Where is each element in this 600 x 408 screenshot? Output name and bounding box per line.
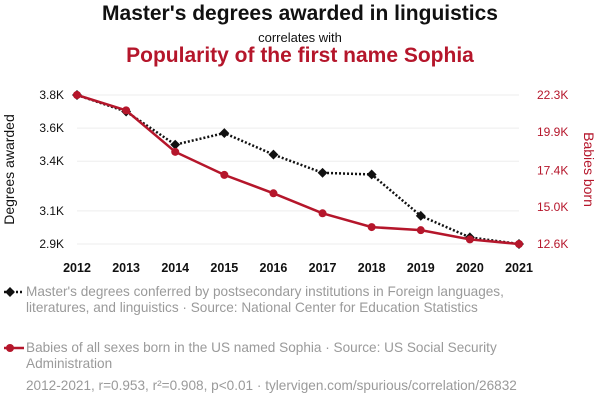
data-point-sophia — [220, 170, 229, 179]
x-tick-label: 2017 — [309, 261, 337, 275]
y-right-tick-label: 12.6K — [537, 237, 568, 251]
data-point-degrees — [268, 149, 279, 160]
x-tick-label: 2015 — [210, 261, 238, 275]
data-point-sophia — [73, 91, 81, 99]
data-point-sophia — [515, 240, 523, 248]
x-tick-label: 2014 — [161, 261, 189, 275]
legend-label-degrees: Master's degrees conferred by postsecond… — [26, 284, 504, 315]
legend-swatch-dotted-diamond — [4, 287, 24, 297]
x-tick-label: 2013 — [112, 261, 140, 275]
y-left-tick-label: 3.6K — [39, 121, 64, 135]
data-point-sophia — [171, 147, 180, 156]
x-tick-label: 2012 — [63, 261, 91, 275]
y-left-tick-label: 3.4K — [39, 154, 64, 168]
x-tick-label: 2019 — [407, 261, 435, 275]
series-line-degrees — [76, 93, 520, 246]
chart-subtitle: correlates with — [258, 30, 342, 45]
y-left-tick-label: 3.8K — [39, 88, 64, 102]
y-left-tick-label: 3.1K — [39, 204, 64, 218]
chart-title-secondary: Popularity of the first name Sophia — [126, 44, 474, 67]
data-point-degrees — [317, 167, 328, 178]
y-right-tick-label: 22.3K — [537, 88, 568, 102]
data-point-degrees — [219, 128, 230, 139]
x-tick-label: 2020 — [456, 261, 484, 275]
data-point-sophia — [416, 226, 425, 235]
y-right-tick-label: 15.0K — [537, 200, 568, 214]
x-tick-label: 2021 — [505, 261, 533, 275]
y-left-tick-label: 2.9K — [39, 237, 64, 251]
data-point-sophia — [269, 189, 278, 198]
y-right-axis-title: Babies born — [581, 132, 597, 207]
chart-title: Master's degrees awarded in linguistics — [102, 2, 498, 25]
x-tick-label: 2018 — [358, 261, 386, 275]
footer-stats: 2012-2021, r=0.953, r²=0.908, p<0.01 · t… — [26, 378, 517, 393]
y-right-tick-label: 17.4K — [537, 163, 568, 177]
legend-label-sophia: Babies of all sexes born in the US named… — [26, 340, 497, 371]
y-left-axis-title: Degrees awarded — [1, 114, 17, 225]
data-point-sophia — [318, 209, 327, 218]
data-point-sophia — [367, 223, 376, 232]
legend-swatch-solid-circle — [4, 344, 24, 352]
data-point-sophia — [122, 106, 131, 115]
data-point-degrees — [366, 169, 377, 180]
data-point-degrees — [170, 139, 181, 150]
y-right-tick-label: 19.9K — [537, 125, 568, 139]
data-point-degrees — [415, 210, 426, 221]
series-line-sophia — [76, 93, 520, 246]
x-tick-label: 2016 — [260, 261, 288, 275]
data-point-sophia — [465, 235, 474, 244]
chart-area: 2.9K 3.1K 3.4K 3.6K 3.8K 12.6K 15.0K 17.4K 19.9K… — [1, 88, 597, 275]
